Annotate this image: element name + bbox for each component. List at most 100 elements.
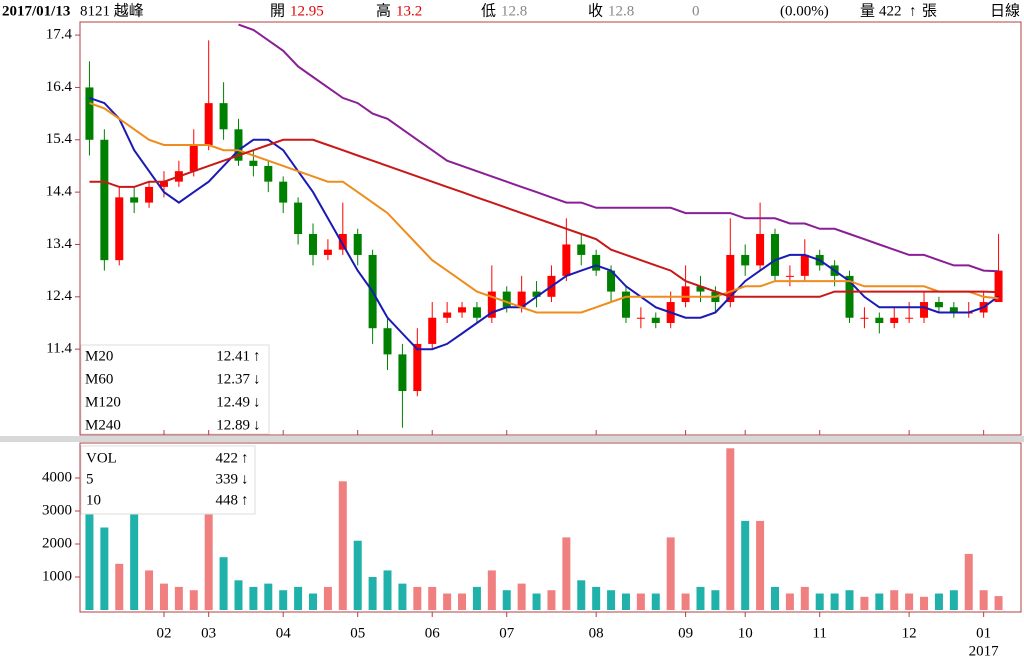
candle-body <box>905 317 914 319</box>
volume-panel-frame <box>79 442 1022 613</box>
volume-bar <box>472 586 481 611</box>
volume-bar <box>532 593 541 611</box>
legend-name: M60 <box>85 371 113 387</box>
price-panel-frame <box>79 21 1022 436</box>
volume-bar <box>383 570 392 611</box>
legend-arrow: ↓ <box>253 371 261 387</box>
y-tick-label: 2000 <box>42 535 72 551</box>
candle-body <box>249 160 258 166</box>
candle-body <box>726 254 735 303</box>
volume-bar <box>458 593 467 611</box>
volume-bar <box>666 537 675 611</box>
x-tick-label: 12 <box>902 625 917 641</box>
candle-body <box>562 244 571 276</box>
x-tick-label: 10 <box>738 625 753 641</box>
volume-bar <box>428 586 437 611</box>
candle-body <box>100 139 109 261</box>
candle-body <box>428 317 437 344</box>
volume-bar <box>159 583 168 611</box>
candle-body <box>458 307 467 313</box>
volume-bar <box>487 570 496 611</box>
volume-bar <box>621 593 630 611</box>
candle-body <box>696 286 705 292</box>
volume-bar <box>577 580 586 611</box>
volume-bar <box>964 553 973 611</box>
y-tick-label: 13.4 <box>46 236 73 252</box>
candle-body <box>741 254 750 266</box>
volume-label: 量 <box>860 3 875 19</box>
candle-body <box>234 129 243 161</box>
candle-body <box>398 354 407 392</box>
volume-bar <box>562 537 571 611</box>
stock-name: 8121 越峰 <box>80 2 144 19</box>
y-tick-label: 3000 <box>42 502 72 518</box>
candle-body <box>875 317 884 323</box>
legend-box <box>80 344 270 435</box>
change-value: 0 <box>692 3 700 19</box>
x-tick-label: 06 <box>425 625 441 641</box>
volume-bar <box>279 590 288 611</box>
candle-body <box>472 307 481 318</box>
volume-bar <box>174 586 183 611</box>
volume-bar <box>443 593 452 611</box>
candle-body <box>413 343 422 392</box>
volume-plot <box>85 448 1003 611</box>
volume-bar <box>592 586 601 611</box>
y-tick-label: 4000 <box>42 469 72 485</box>
volume-bar <box>353 540 362 611</box>
legend-name: VOL <box>86 450 117 466</box>
candle-body <box>145 186 154 203</box>
volume-value: 422 <box>879 3 902 19</box>
y-tick-label: 12.4 <box>46 288 73 304</box>
candle-body <box>502 291 511 308</box>
volume-bar <box>398 583 407 611</box>
x-tick-label: 08 <box>589 625 604 641</box>
moving-average-line <box>238 23 999 273</box>
volume-bar <box>100 527 109 611</box>
candle-body <box>353 233 362 255</box>
volume-bar <box>681 593 690 611</box>
candle-body <box>130 197 139 203</box>
volume-bar <box>309 593 317 611</box>
volume-bar <box>815 593 824 611</box>
candle-body <box>279 181 288 203</box>
volume-bar <box>517 583 526 611</box>
y-tick-label: 17.4 <box>46 27 73 43</box>
volume-bar <box>726 448 735 611</box>
volume-bar <box>785 593 794 611</box>
panel-separator <box>0 436 1024 442</box>
x-tick-label: 01 <box>976 625 991 641</box>
x-tick-label: 05 <box>350 625 365 641</box>
legend-name: M120 <box>85 394 121 410</box>
volume-bar <box>547 590 556 611</box>
legend-box <box>80 445 256 515</box>
volume-bar <box>502 590 511 611</box>
candle-body <box>845 275 854 318</box>
candle-body <box>681 286 690 303</box>
volume-bar <box>860 596 869 611</box>
volume-bar <box>249 586 258 611</box>
candle-body <box>860 317 869 319</box>
y-tick-label: 14.4 <box>46 184 73 200</box>
open-value: 12.95 <box>290 3 324 19</box>
volume-bar <box>875 593 884 611</box>
legend-arrow: ↑ <box>241 492 249 508</box>
legend-arrow: ↑ <box>241 450 249 466</box>
legend-arrow: ↑ <box>253 348 261 364</box>
change-percent: (0.00%) <box>780 3 829 19</box>
legend-name: 10 <box>86 492 101 508</box>
year-label: 2017 <box>969 643 1000 659</box>
volume-bar <box>145 570 154 611</box>
volume-bar <box>711 590 720 611</box>
volume-bar <box>830 593 839 611</box>
candle-body <box>323 249 332 255</box>
high-value: 13.2 <box>396 3 422 19</box>
candle-body <box>487 291 496 318</box>
legend-value: 12.89 <box>216 417 250 433</box>
candle-body <box>517 291 526 308</box>
legend-value: 12.37 <box>216 371 250 387</box>
legend-name: M20 <box>85 348 113 364</box>
candle-body <box>621 291 630 318</box>
volume-bar <box>934 593 943 611</box>
